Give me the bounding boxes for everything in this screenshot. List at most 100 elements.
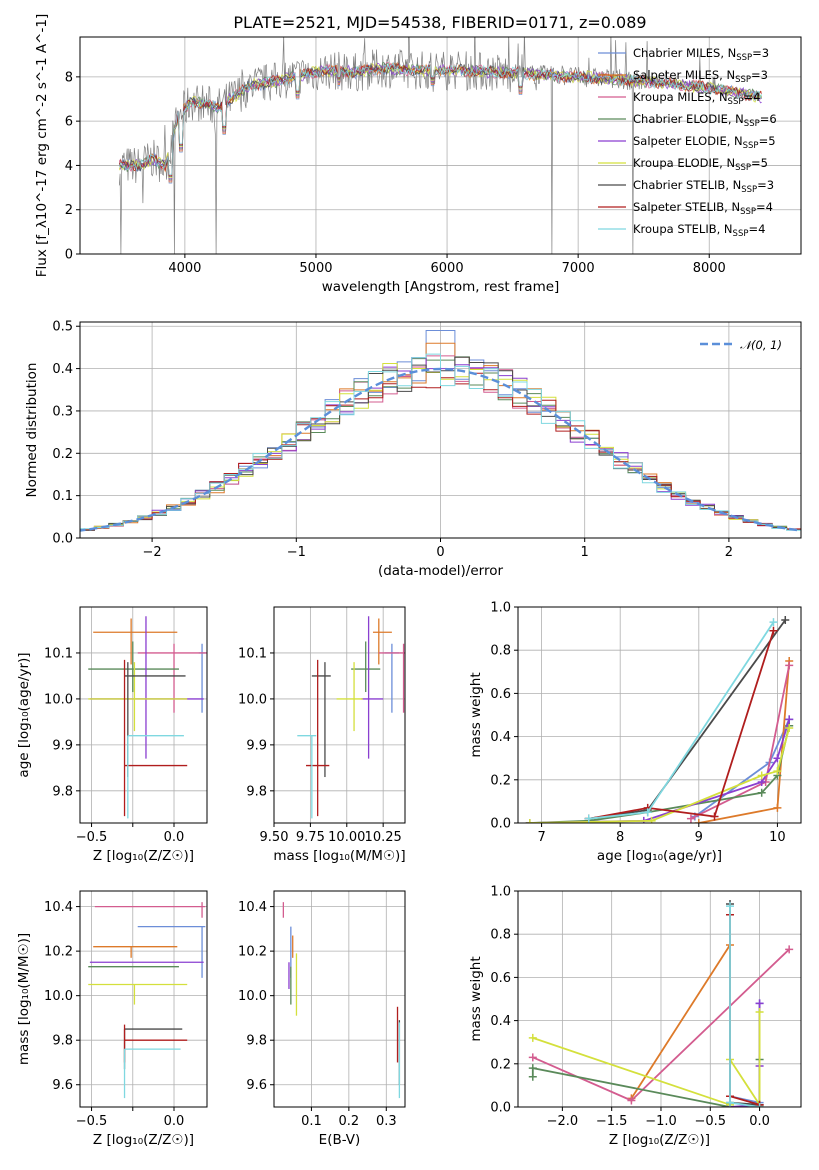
legend-suffix: =4 xyxy=(748,222,765,236)
x-axis-label: E(B-V) xyxy=(319,1132,361,1148)
weight-marker xyxy=(647,816,656,823)
panel-weight-vs-Z: −2.0 −1.5 −1.0 −0.5 0.0 0.0 0.2 0.4 0.6 0.8 1.0 Z [… xyxy=(468,885,802,1148)
errorbar-chabrier-elodie xyxy=(351,641,381,693)
weight-marker xyxy=(755,1103,764,1107)
y-tick-label: 10.0 xyxy=(238,989,267,1004)
panel-age-vs-Z: −0.5 0.0 9.8 9.9 10.0 10.1 Z [log₁₀(Z/Z☉)] age … xyxy=(16,606,208,864)
x-tick-label: −2.0 xyxy=(547,1114,579,1129)
y-tick-label: 9.9 xyxy=(52,738,73,753)
y-tick-label: 0 xyxy=(65,248,73,263)
y-axis-label: mass weight xyxy=(468,956,484,1041)
legend-entry: Chabrier STELIB, NSSP=3 xyxy=(633,178,774,195)
plot-area-spectrum xyxy=(118,37,763,254)
x-axis-label: Z [log₁₀(Z/Z☉)] xyxy=(93,1132,194,1148)
y-tick-label: 0.1 xyxy=(52,489,73,504)
plot-area-mass-vs-EBV xyxy=(282,902,401,1099)
weight-marker xyxy=(785,715,794,724)
legend-sub: SSP xyxy=(733,229,749,239)
weight-marker xyxy=(769,618,778,627)
panel-spectrum: 4000 5000 6000 7000 8000 0 2 4 6 8 wavelength [Ang… xyxy=(34,14,802,295)
plot-area-weight-vs-Z xyxy=(528,899,794,1107)
y-tick-label: 9.8 xyxy=(246,1034,267,1049)
x-tick-label: 4000 xyxy=(168,261,201,276)
y-tick-label: 9.8 xyxy=(52,784,73,799)
errorbar-chabrier-miles xyxy=(137,925,206,978)
plot-area-age-vs-Z xyxy=(88,616,207,819)
x-axis-label: age [log₁₀(age/yr)] xyxy=(597,848,722,864)
legend-suffix: =3 xyxy=(751,68,768,82)
histogram-kroupa-stelib xyxy=(80,353,801,533)
errorbar-salpeter-miles xyxy=(93,618,178,665)
errorbar-kroupa-miles xyxy=(94,902,206,918)
legend-entry: Salpeter STELIB, NSSP=4 xyxy=(633,200,773,217)
x-tick-label: 0.0 xyxy=(749,1114,770,1129)
errorbar-salpeter-elodie xyxy=(361,616,384,759)
legend-sub: SSP xyxy=(741,185,757,195)
x-tick-label: 8 xyxy=(616,830,624,845)
axes-frame xyxy=(517,890,802,1108)
y-tick-label: 9.9 xyxy=(246,738,267,753)
y-tick-label: 1.0 xyxy=(490,601,511,616)
weight-marker xyxy=(757,788,766,797)
legend-sub: SSP xyxy=(735,75,751,85)
legend-label: Chabrier ELODIE, N xyxy=(633,112,744,126)
x-tick-label: 9.75 xyxy=(296,830,325,845)
y-axis-label: Flux [f_λ10^-17 erg cm^-2 s^-1 A^-1] xyxy=(34,14,50,277)
legend-sub: SSP xyxy=(740,207,756,217)
x-axis-label: (data-model)/error xyxy=(378,563,504,579)
errorbar-kroupa-miles xyxy=(378,643,405,713)
axes-frame xyxy=(79,890,208,1108)
legend-entry: Chabrier ELODIE, NSSP=6 xyxy=(633,112,777,129)
y-tick-label: 0.0 xyxy=(490,1101,511,1116)
legend-suffix: =3 xyxy=(752,46,769,60)
y-tick-label: 0.8 xyxy=(490,928,511,943)
legend-label: Chabrier STELIB, N xyxy=(633,178,741,192)
x-tick-label: −1.0 xyxy=(645,1114,677,1129)
y-tick-label: 9.8 xyxy=(246,784,267,799)
x-tick-label: −1.5 xyxy=(596,1114,628,1129)
errorbar-chabrier-elodie xyxy=(88,641,179,693)
x-tick-label: −0.5 xyxy=(694,1114,726,1129)
errorbar-kroupa-elodie xyxy=(88,662,188,732)
x-axis-label: mass [log₁₀(M/M☉)] xyxy=(273,848,405,864)
y-tick-label: 0.4 xyxy=(52,362,73,377)
legend-label: Salpeter STELIB, N xyxy=(633,200,740,214)
legend-entry: Chabrier MILES, NSSP=3 xyxy=(633,46,769,63)
legend-suffix: =5 xyxy=(759,134,776,148)
y-tick-label: 0.6 xyxy=(490,687,511,702)
y-tick-label: 0.4 xyxy=(490,1014,511,1029)
axes-frame xyxy=(517,606,802,824)
errorbar-salpeter-miles xyxy=(372,618,392,665)
plot-area-mass-vs-Z xyxy=(88,902,206,1099)
weight-marker xyxy=(773,767,782,776)
legend-entry: 𝒩(0, 1) xyxy=(740,338,782,352)
x-tick-label: 0.2 xyxy=(339,1114,360,1129)
y-tick-label: 10.0 xyxy=(44,692,73,707)
plot-area-age-vs-mass xyxy=(297,616,405,819)
x-tick-label: −1 xyxy=(287,545,306,560)
weight-marker xyxy=(785,661,794,670)
chart-panels: 4000 5000 6000 7000 8000 0 2 4 6 8 wavelength [Ang… xyxy=(16,14,802,1148)
figure-title: PLATE=2521, MJD=54538, FIBERID=0171, z=0… xyxy=(233,13,646,32)
y-tick-label: 9.6 xyxy=(246,1078,267,1093)
panel-mass-vs-Z: −0.5 0.0 9.6 9.8 10.0 10.2 10.4 Z [log₁₀(Z/Z☉)]… xyxy=(16,890,208,1148)
y-axis-label: Normed distribution xyxy=(24,363,40,498)
x-tick-label: 10.00 xyxy=(328,830,365,845)
y-tick-label: 0.2 xyxy=(52,447,73,462)
y-tick-label: 10.0 xyxy=(238,692,267,707)
x-axis-label: Z [log₁₀(Z/Z☉)] xyxy=(93,848,194,864)
x-tick-label: 0.3 xyxy=(376,1114,397,1129)
errorbar-kroupa-stelib xyxy=(297,735,317,819)
weight-marker xyxy=(528,1033,537,1042)
x-tick-label: 9.50 xyxy=(260,830,289,845)
y-tick-label: 0.2 xyxy=(490,1057,511,1072)
weight-marker xyxy=(781,615,790,624)
weight-marker xyxy=(525,819,534,823)
y-tick-label: 0.8 xyxy=(490,644,511,659)
model-spectrum-kroupa-stelib xyxy=(118,61,763,175)
weight-marker xyxy=(643,808,652,817)
errorbar-salpeter-stelib xyxy=(306,659,330,817)
x-tick-label: 7 xyxy=(537,830,545,845)
panel-weight-vs-age: 7 8 9 10 0.0 0.2 0.4 0.6 0.8 1.0 age [log₁₀(age/yr… xyxy=(468,601,802,864)
weight-marker xyxy=(710,812,719,821)
